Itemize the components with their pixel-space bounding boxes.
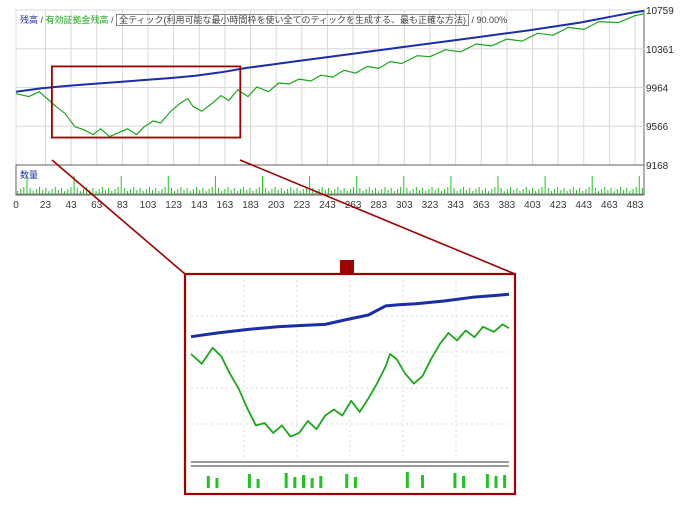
x-axis-label: 223	[293, 200, 310, 211]
x-axis-label: 183	[242, 200, 259, 211]
volume-panel	[16, 165, 644, 195]
y-axis-label: 9964	[646, 83, 669, 94]
x-axis-label: 323	[422, 200, 439, 211]
y-axis-label: 9566	[646, 122, 669, 133]
zoom-panel	[185, 274, 515, 494]
x-axis-label: 0	[13, 200, 19, 211]
x-axis-label: 343	[447, 200, 464, 211]
x-axis-label: 103	[140, 200, 157, 211]
y-axis-label: 10759	[646, 6, 674, 17]
x-axis-label: 443	[575, 200, 592, 211]
x-axis-label: 403	[524, 200, 541, 211]
x-axis-label: 203	[268, 200, 285, 211]
volume-panel-label: 数量	[20, 168, 38, 181]
header-percent: 90.00%	[477, 15, 508, 25]
x-axis-label: 43	[66, 200, 78, 211]
y-axis-label: 9168	[646, 161, 669, 172]
x-axis-label: 23	[40, 200, 52, 211]
connector-marker-icon	[340, 260, 354, 274]
y-axis-label: 10361	[646, 45, 674, 56]
main-chart: 10759 10361 9964 9566 9168	[16, 6, 674, 172]
chart-header: 残高 / 有効証拠金残高 / 全ティック(利用可能な最小時間枠を使い全てのティッ…	[20, 13, 507, 26]
x-axis-label: 483	[627, 200, 644, 211]
x-axis-label: 143	[191, 200, 208, 211]
header-description: 全ティック(利用可能な最小時間枠を使い全てのティックを生成する、最も正確な方法)	[116, 14, 469, 26]
x-axis-label: 423	[550, 200, 567, 211]
x-axis-label: 83	[117, 200, 129, 211]
x-axis-label: 123	[165, 200, 182, 211]
x-axis-label: 243	[319, 200, 336, 211]
header-label-equity: 有効証拠金残高	[46, 15, 109, 25]
x-axis-label: 363	[473, 200, 490, 211]
header-label-balance: 残高	[20, 15, 38, 25]
x-axis-label: 463	[601, 200, 618, 211]
x-axis-label: 383	[499, 200, 516, 211]
x-axis: 0234363831031231431631832032232432632833…	[13, 200, 644, 211]
x-axis-label: 303	[396, 200, 413, 211]
chart-canvas: 1075910361996495669168023436383103123143…	[0, 0, 700, 522]
x-axis-label: 283	[370, 200, 387, 211]
x-axis-label: 163	[217, 200, 234, 211]
